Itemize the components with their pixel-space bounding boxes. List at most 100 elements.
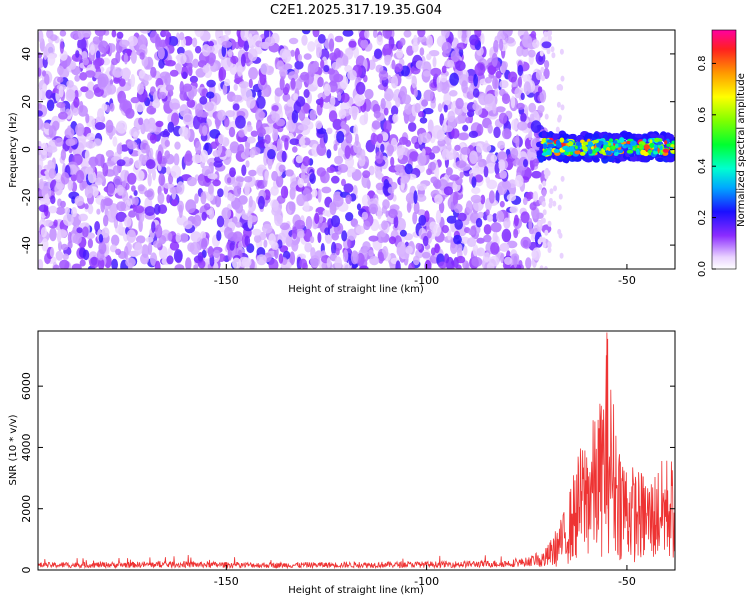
spectrogram-cell <box>434 194 443 205</box>
spectrogram-cell <box>267 149 276 160</box>
spectrogram-cell <box>128 210 137 218</box>
spectrogram-cell <box>186 176 197 187</box>
spectrogram-cell <box>555 126 560 133</box>
spectrogram-cell <box>38 67 42 77</box>
spectrogram-cell <box>96 208 101 215</box>
spectrogram-cell <box>449 90 458 97</box>
x-tick-label: -100 <box>414 575 439 588</box>
spectrogram-cell <box>467 75 475 84</box>
spectrogram-cell <box>377 251 384 264</box>
spectrogram-cell <box>314 212 320 225</box>
spectrogram-cell <box>440 74 448 83</box>
spectrogram-cell <box>530 30 537 39</box>
spectrogram-cell <box>217 109 226 121</box>
spectrogram-cell <box>87 81 95 92</box>
spectrogram-cell <box>38 52 43 59</box>
spectrogram-cell <box>84 70 96 78</box>
spectrogram-cell <box>65 138 76 147</box>
spectrogram-cell <box>260 63 270 75</box>
spectrogram-cell <box>488 190 495 204</box>
spectrogram-cell <box>137 184 145 192</box>
spectrogram-cell <box>278 253 284 264</box>
spectrogram-cell <box>353 140 362 154</box>
spectrogram-cell <box>665 133 674 139</box>
spectrogram-cell <box>584 157 593 163</box>
spectrogram-cell <box>486 162 496 174</box>
spectrogram-cell <box>238 129 246 138</box>
spectrogram-cell <box>482 252 491 263</box>
spectrogram-cell <box>495 106 506 113</box>
spectrogram-cell <box>248 78 253 89</box>
spectrogram-cell <box>536 141 542 148</box>
spectrogram-cell <box>634 133 643 139</box>
spectrogram-cell <box>331 241 337 256</box>
spectrogram-cell <box>82 57 89 66</box>
spectrogram-cell <box>574 145 578 150</box>
spectrogram-cell <box>550 46 555 53</box>
spectrogram-cell <box>164 139 170 147</box>
spectrogram-cell <box>134 242 143 256</box>
spectrogram-x-ticks: -150 -100 -50 <box>214 264 636 287</box>
colorbar-tick-label: 0.6 <box>697 107 708 123</box>
chart-title: C2E1.2025.317.19.35.G04 <box>270 3 442 18</box>
spectrogram-cell <box>528 129 533 141</box>
spectrogram-cell <box>238 195 248 205</box>
spectrogram-cell <box>346 228 357 241</box>
spectrogram-cell <box>84 185 94 199</box>
spectrogram-cell <box>115 211 127 222</box>
spectrogram-cell <box>46 99 55 112</box>
spectrogram-cell <box>415 60 424 70</box>
spectrogram-cell <box>420 132 432 144</box>
spectrogram-cell <box>133 196 139 206</box>
spectrogram-cell <box>375 182 385 191</box>
spectrogram-cell <box>243 40 250 52</box>
spectrogram-cell <box>298 109 306 121</box>
spectrogram-cell <box>533 158 539 167</box>
spectrogram-cell <box>233 83 238 91</box>
spectrogram-cell <box>543 67 550 80</box>
spectrogram-cell <box>119 39 130 48</box>
spectrogram-cell <box>133 190 138 196</box>
spectrogram-cell <box>116 184 124 196</box>
spectrogram-cell <box>395 260 401 269</box>
spectrogram-cell <box>499 38 504 52</box>
spectrogram-cell <box>217 134 225 145</box>
spectrogram-cell <box>356 203 362 211</box>
spectrogram-cell <box>317 188 322 203</box>
spectrogram-cell <box>514 174 524 188</box>
spectrogram-cell <box>434 243 440 254</box>
spectrogram-cell <box>75 170 85 184</box>
spectrogram-cell <box>48 168 56 179</box>
spectrogram-cell <box>67 125 72 132</box>
spectrogram-cell <box>363 220 371 231</box>
spectrogram-cell <box>154 260 161 269</box>
spectrogram-cell <box>176 53 187 65</box>
spectrogram-cell <box>229 242 235 251</box>
spectrogram-cell <box>248 195 253 208</box>
spectrogram-cell <box>202 125 208 136</box>
spectrogram-cell <box>544 113 549 120</box>
spectrogram-cell <box>495 70 502 79</box>
spectrogram-cell <box>543 169 548 176</box>
spectrogram-cell <box>78 213 88 222</box>
spectrogram-cell <box>387 186 395 194</box>
spectrogram-cell <box>506 193 517 202</box>
spectrogram-cell <box>426 35 433 48</box>
spectrogram-cell <box>475 217 483 228</box>
spectrogram-cell <box>570 151 574 156</box>
spectrogram-cell <box>529 113 535 122</box>
spectrogram-cell <box>152 240 162 248</box>
spectrogram-cell <box>528 102 537 113</box>
spectrogram-cell <box>290 77 296 90</box>
spectrogram-cell <box>173 153 180 166</box>
spectrogram-cell <box>317 76 324 88</box>
spectrogram-cell <box>292 146 298 153</box>
spectrogram-cell <box>547 247 552 253</box>
spectrogram-cell <box>351 169 362 181</box>
spectrogram-cell <box>105 119 114 133</box>
spectrogram-cell <box>608 138 614 143</box>
spectrogram-cell <box>111 30 117 38</box>
spectrogram-cell <box>426 53 432 61</box>
spectrogram-cell <box>332 118 343 130</box>
spectrogram-cell <box>345 194 352 205</box>
